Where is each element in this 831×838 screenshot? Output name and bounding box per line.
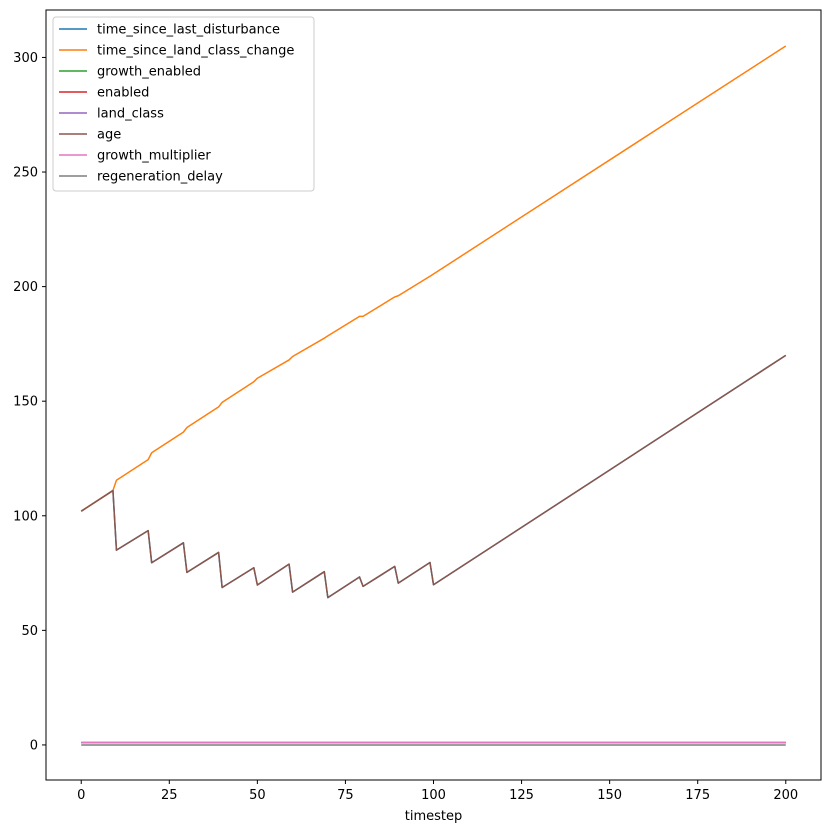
x-tick-label: 75	[337, 788, 354, 803]
x-tick-label: 0	[77, 788, 85, 803]
x-axis: 0 25 50 75 100 125 150 175 200	[77, 780, 798, 803]
legend: time_since_last_disturbance time_since_la…	[52, 16, 315, 192]
x-axis-label: timestep	[405, 809, 463, 824]
legend-label: time_since_land_class_change	[97, 44, 294, 59]
x-tick-label: 100	[421, 788, 446, 803]
y-axis: 0 50 100 150 200 250 300	[13, 51, 46, 753]
legend-label: land_class	[97, 107, 164, 122]
x-tick-label: 175	[685, 788, 710, 803]
y-tick-label: 300	[13, 51, 38, 66]
x-tick-label: 50	[249, 788, 266, 803]
legend-label: age	[97, 128, 121, 143]
legend-label: regeneration_delay	[97, 170, 223, 185]
x-tick-label: 200	[773, 788, 798, 803]
y-tick-label: 150	[13, 395, 38, 410]
y-tick-label: 200	[13, 280, 38, 295]
y-tick-label: 50	[21, 624, 38, 639]
y-tick-label: 100	[13, 509, 38, 524]
y-tick-label: 250	[13, 166, 38, 181]
legend-label: time_since_last_disturbance	[97, 23, 280, 38]
series-line-age	[80, 354, 787, 599]
legend-label: growth_multiplier	[97, 149, 211, 164]
x-tick-label: 125	[509, 788, 534, 803]
x-tick-label: 150	[597, 788, 622, 803]
series-line-time-since-land-class-change	[80, 45, 787, 512]
y-tick-label: 0	[30, 738, 38, 753]
legend-box	[52, 16, 315, 192]
legend-label: enabled	[97, 86, 149, 101]
series-lines	[80, 45, 787, 746]
x-tick-label: 25	[161, 788, 178, 803]
legend-label: growth_enabled	[97, 65, 201, 80]
